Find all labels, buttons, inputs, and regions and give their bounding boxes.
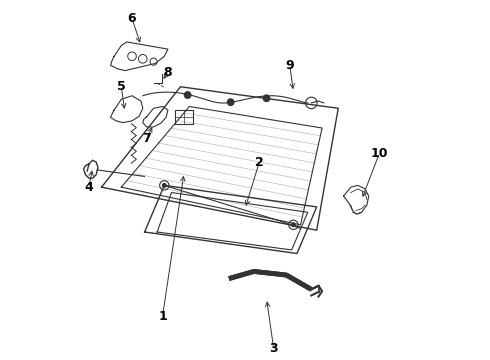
Text: 2: 2 <box>255 156 264 168</box>
Circle shape <box>289 220 298 229</box>
Circle shape <box>263 95 270 102</box>
Text: 5: 5 <box>117 80 125 93</box>
Text: 4: 4 <box>85 181 94 194</box>
Circle shape <box>160 181 169 190</box>
Text: 1: 1 <box>158 310 167 323</box>
Text: 9: 9 <box>286 59 294 72</box>
Text: 8: 8 <box>164 66 172 79</box>
Circle shape <box>292 223 295 226</box>
Text: 7: 7 <box>142 132 151 145</box>
Text: 6: 6 <box>128 12 136 25</box>
Circle shape <box>184 92 191 98</box>
Text: 3: 3 <box>270 342 278 355</box>
Text: 10: 10 <box>371 147 388 159</box>
Circle shape <box>163 184 166 187</box>
Circle shape <box>227 99 234 105</box>
